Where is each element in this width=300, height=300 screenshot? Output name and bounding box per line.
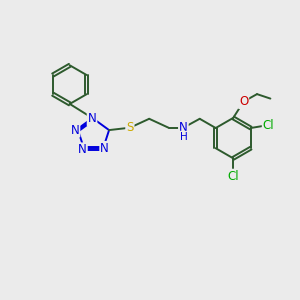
Text: N: N <box>70 124 80 136</box>
Text: S: S <box>126 121 134 134</box>
Text: N: N <box>88 112 96 125</box>
Text: N: N <box>78 143 87 156</box>
Text: N: N <box>100 142 109 155</box>
Text: O: O <box>239 95 248 108</box>
Text: Cl: Cl <box>227 170 239 183</box>
Text: H: H <box>179 132 187 142</box>
Text: Cl: Cl <box>263 118 274 131</box>
Text: N: N <box>179 121 188 134</box>
